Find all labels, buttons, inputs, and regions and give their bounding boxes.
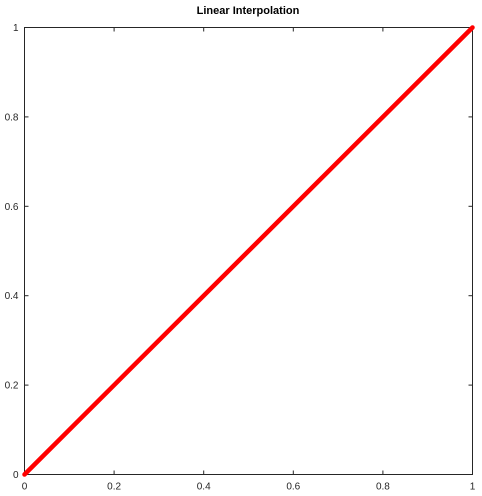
y-tick-label: 1 <box>13 23 19 34</box>
y-tick-label: 0.6 <box>5 202 19 213</box>
chart-title: Linear Interpolation <box>197 5 300 17</box>
x-tick-label: 0.2 <box>107 482 121 493</box>
x-tick-label: 0.8 <box>376 482 390 493</box>
data-series <box>22 25 475 477</box>
plot-area-frame <box>24 27 473 475</box>
y-tick-label: 0.2 <box>5 381 19 392</box>
x-tick-label: 0 <box>22 482 28 493</box>
series-line <box>22 25 475 477</box>
x-tick-label: 0.4 <box>197 482 211 493</box>
y-tick-label: 0.8 <box>5 112 19 123</box>
y-tick-label: 0.4 <box>5 291 19 302</box>
x-tick-label: 1 <box>470 482 476 493</box>
axis-tick-labels: 0 0.2 0.4 0.6 0.8 1 0 0.2 0.4 0.6 0.8 1 <box>5 23 476 493</box>
y-tick-label: 0 <box>13 470 19 481</box>
x-tick-label: 0.6 <box>286 482 300 493</box>
